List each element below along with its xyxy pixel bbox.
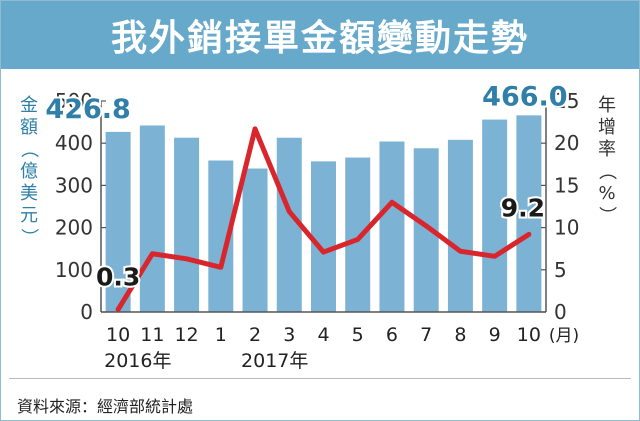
chart-title: 我外銷接單金額變動走勢 <box>110 18 529 59</box>
right-tick-label-3: 15 <box>554 173 579 197</box>
x-tick-label-3: 1 <box>215 324 227 346</box>
growth-point-5 <box>287 210 291 214</box>
x-tick-label-7: 5 <box>352 324 364 346</box>
bar-10 <box>447 139 473 312</box>
y-axis-title-right-char-4: % <box>598 183 615 204</box>
source-note: 資料來源：經濟部統計處 <box>17 397 194 416</box>
annotation-3: 9.2 <box>501 193 545 222</box>
x-tick-label-5: 3 <box>283 324 295 346</box>
annotation-2: 0.3 <box>96 262 140 291</box>
bar-8 <box>379 141 405 312</box>
y-axis-title-left: 金額 （ 億美元 ） <box>18 95 39 246</box>
left-tick-label-1: 100 <box>55 258 93 282</box>
x-tick-label-10: 8 <box>454 324 466 346</box>
right-tick-label-1: 5 <box>554 258 567 282</box>
x-tick-label-4: 2 <box>249 324 261 346</box>
growth-point-6 <box>322 250 325 254</box>
bar-11 <box>482 119 508 313</box>
bar-4 <box>242 168 268 312</box>
bar-6 <box>311 161 336 312</box>
y-axis-title-left-char-6: ） <box>18 228 39 246</box>
bar-2 <box>174 137 200 312</box>
bar-0 <box>105 131 131 312</box>
x-tick-label-6: 4 <box>317 324 329 346</box>
title-bar: 我外銷接單金額變動走勢 <box>1 1 639 69</box>
footer-divider <box>9 378 631 379</box>
x-unit-label: (月) <box>549 326 579 346</box>
growth-point-2 <box>185 257 189 261</box>
y-axis-title-right-char-5: ） <box>596 206 617 224</box>
x-tick-label-8: 6 <box>386 324 398 346</box>
y-axis-title-left-char-4: 美 <box>20 183 38 204</box>
left-tick-label-3: 300 <box>55 173 93 197</box>
left-tick-label-2: 200 <box>55 216 93 240</box>
x-tick-label-12: 10 <box>517 324 541 346</box>
x-tick-label-11: 9 <box>489 324 501 346</box>
bar-7 <box>345 157 371 312</box>
y-axis-title-right-char-1: 增 <box>598 117 616 138</box>
right-tick-label-5: 25 <box>554 89 579 113</box>
right-tick-label-2: 10 <box>554 216 579 240</box>
x-year-label-0: 2016年 <box>104 350 171 372</box>
growth-point-8 <box>390 200 394 204</box>
y-axis-title-right: 年增率 （% ） <box>596 95 617 224</box>
x-tick-label-2: 12 <box>174 324 198 346</box>
annotation-0: 426.8 <box>45 94 130 125</box>
x-year-label-1: 2017年 <box>241 350 308 372</box>
annotation-1: 466.0 <box>482 81 567 112</box>
left-tick-label-4: 400 <box>55 131 93 155</box>
y-axis-title-right-char-2: 率 <box>598 139 616 160</box>
x-tick-label-0: 10 <box>106 324 130 346</box>
y-axis-title-left-char-1: 額 <box>20 117 38 138</box>
growth-point-3 <box>219 265 223 269</box>
x-tick-label-9: 7 <box>420 324 432 346</box>
growth-point-9 <box>424 224 428 228</box>
y-axis-title-right-char-3: （ <box>596 162 617 180</box>
growth-point-4 <box>253 127 257 131</box>
growth-point-1 <box>150 252 154 256</box>
growth-point-12 <box>527 232 531 236</box>
y-axis-title-left-char-0: 金 <box>20 95 38 116</box>
y-axis-title-right-char-0: 年 <box>598 95 616 116</box>
left-tick-label-5: 500 <box>55 89 93 113</box>
bar-12 <box>516 115 542 313</box>
growth-point-10 <box>458 249 462 253</box>
right-tick-label-4: 20 <box>554 131 579 155</box>
left-tick-label-0: 0 <box>80 300 93 324</box>
growth-point-7 <box>356 237 360 241</box>
bar-1 <box>139 125 165 312</box>
y-axis-title-left-char-3: 億 <box>20 161 38 182</box>
growth-point-0 <box>116 307 120 311</box>
y-axis-title-left-char-5: 元 <box>20 205 38 226</box>
x-tick-label-1: 11 <box>140 324 164 346</box>
y-axis-title-left-char-2: （ <box>18 140 39 158</box>
growth-point-11 <box>493 254 497 258</box>
right-tick-label-0: 0 <box>554 300 567 324</box>
